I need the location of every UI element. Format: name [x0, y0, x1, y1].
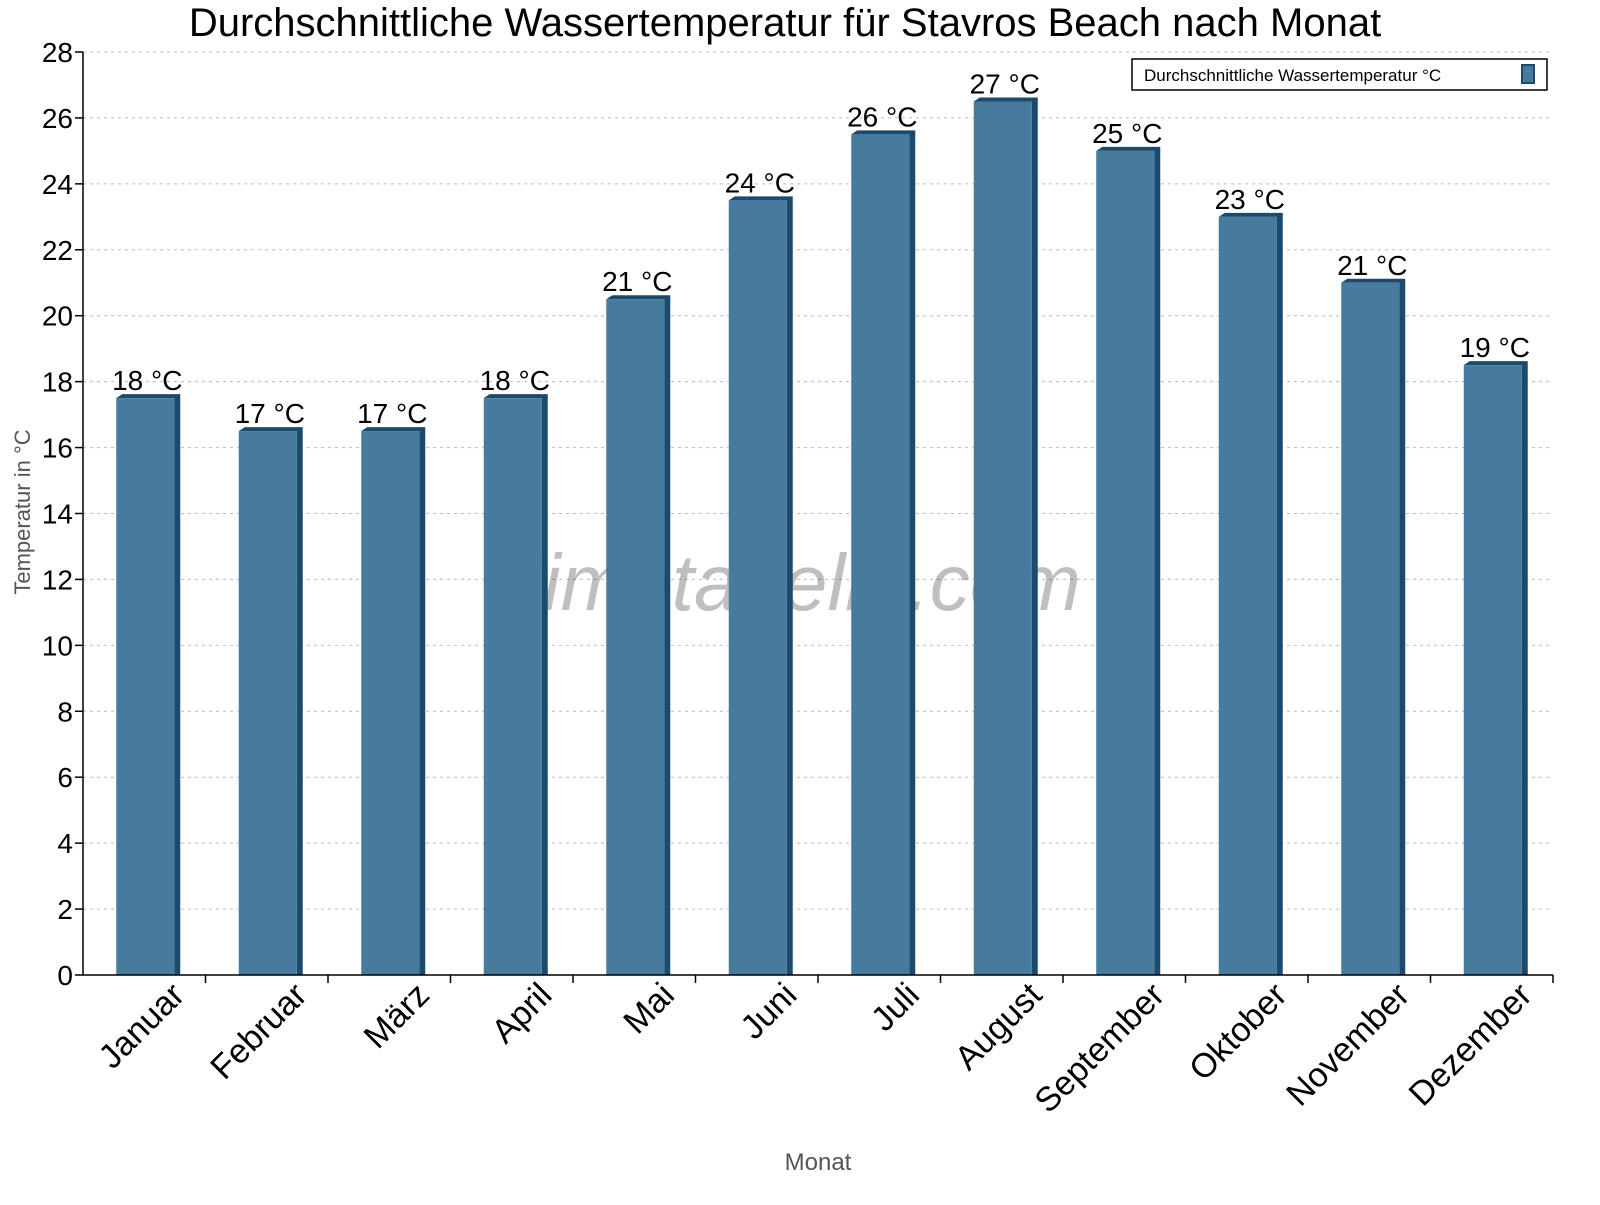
data-label: 17 °C [357, 398, 427, 429]
x-tick-label: Dezember [1402, 976, 1540, 1114]
y-tick-label: 14 [42, 499, 73, 530]
bar [606, 299, 665, 975]
y-tick-label: 20 [42, 301, 73, 332]
y-tick-label: 6 [57, 762, 73, 793]
x-tick-label: April [484, 976, 559, 1051]
data-label: 21 °C [1337, 250, 1407, 281]
data-label: 26 °C [847, 101, 917, 132]
x-tick-label: August [948, 975, 1050, 1077]
gridlines [83, 51, 1553, 910]
data-label: 25 °C [1092, 118, 1162, 149]
data-label: 21 °C [602, 266, 672, 297]
bars: 18 °C 17 °C 17 °C 18 °C 21 °C 24 °C 26 °C 27 °C… [112, 68, 1530, 976]
x-tick-label: Juli [864, 976, 927, 1039]
y-tick-label: 16 [42, 433, 73, 464]
bar [973, 101, 1032, 976]
legend: Durchschnittliche Wassertemperatur °C [1131, 58, 1548, 91]
bar [1218, 216, 1277, 976]
y-tick-label: 28 [42, 37, 73, 68]
x-tick-label: Oktober [1182, 976, 1294, 1088]
y-tick-label: 10 [42, 630, 73, 661]
x-tick-label: März [357, 976, 437, 1056]
bar [1463, 365, 1522, 975]
y-tick-label: 12 [42, 564, 73, 595]
y-axis-label: Temperatur in °C [10, 429, 35, 594]
x-tick-label: Januar [92, 976, 192, 1076]
x-tick-label: Mai [616, 976, 682, 1042]
y-tick-label: 0 [57, 960, 73, 991]
y-tick-label: 24 [42, 169, 73, 200]
data-label: 23 °C [1215, 184, 1285, 215]
data-label: 18 °C [112, 365, 182, 396]
data-label: 24 °C [725, 167, 795, 198]
y-tick-label: 26 [42, 103, 73, 134]
x-axis-label: Monat [785, 1149, 852, 1176]
chart-title: Durchschnittliche Wassertemperatur für S… [189, 1, 1381, 45]
y-tick-label: 2 [57, 894, 73, 925]
data-label: 19 °C [1460, 332, 1530, 363]
x-tick-label: November [1279, 976, 1417, 1114]
x-tick-label: Juni [733, 976, 804, 1047]
bar [728, 200, 787, 975]
bar [361, 431, 420, 975]
bar [483, 398, 542, 975]
y-tick-label: 22 [42, 235, 73, 266]
y-tick-label: 8 [57, 696, 73, 727]
legend-swatch [1521, 64, 1535, 84]
data-label: 27 °C [970, 68, 1040, 99]
x-tick-label: September [1027, 976, 1171, 1120]
legend-label: Durchschnittliche Wassertemperatur °C [1144, 66, 1441, 85]
bar [1341, 282, 1400, 975]
bar [238, 431, 297, 975]
bar [1096, 150, 1155, 976]
data-label: 17 °C [235, 398, 305, 429]
x-tick-label: Februar [203, 976, 314, 1087]
y-tick-label: 4 [57, 828, 73, 859]
y-tick-label: 18 [42, 367, 73, 398]
data-label: 18 °C [480, 365, 550, 396]
bar [116, 398, 175, 975]
bar [851, 134, 910, 976]
